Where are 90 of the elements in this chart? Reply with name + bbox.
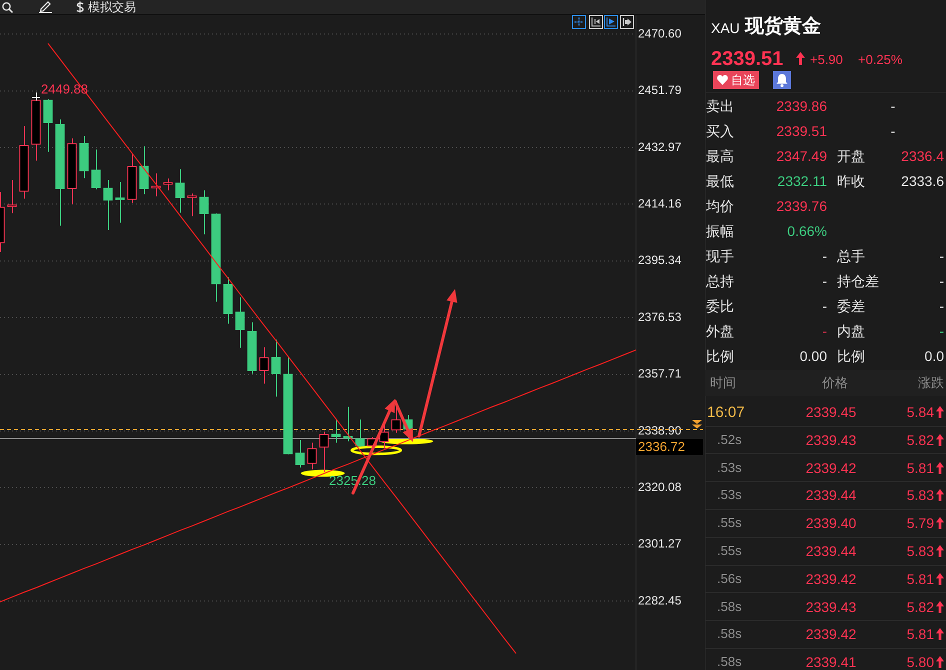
text: 开盘 [837, 147, 865, 165]
text: 均价 [706, 197, 734, 215]
text: 卖出 [706, 97, 734, 115]
text: - [822, 247, 827, 265]
text: 委差 [837, 297, 865, 315]
text: - [822, 297, 827, 315]
text: 模拟交易 [88, 0, 136, 14]
text: .52s [717, 432, 742, 448]
text: 2336.4 [901, 147, 944, 165]
text: +0.25% [858, 52, 902, 68]
y-tick-label: 2414.16 [638, 196, 682, 210]
text: 委比 [706, 297, 734, 315]
text: 2333.6 [901, 172, 944, 190]
text: 2339.43 [806, 598, 856, 616]
text: 2339.42 [806, 625, 856, 644]
text: 5.81 [906, 570, 934, 588]
text: 2339.44 [806, 486, 856, 504]
text: .55s [717, 515, 742, 532]
text: 5.82 [906, 430, 934, 449]
y-tick-label: 2451.79 [638, 83, 682, 98]
text: 5.79 [906, 514, 934, 532]
text: 2332.11 [777, 172, 827, 190]
watchlist-button: 自选 [713, 71, 759, 89]
text: 5.81 [906, 458, 934, 477]
text: 5.80 [906, 653, 934, 670]
text: 现手 [706, 247, 734, 265]
text: - [822, 322, 827, 340]
text: 涨跌 [918, 375, 944, 391]
text: .58s [717, 626, 742, 642]
text: .53s [717, 487, 742, 504]
text: 比例 [837, 347, 865, 365]
text: - [890, 122, 896, 140]
text: 5.83 [906, 542, 934, 560]
text: 总手 [837, 247, 865, 265]
text: - [939, 272, 944, 290]
text: .55s [717, 543, 742, 559]
text: 2339.43 [806, 430, 856, 449]
text: 16:07 [707, 402, 745, 422]
y-tick-label: 2376.53 [638, 310, 682, 324]
text: .58s [717, 598, 742, 615]
text: 0.0 [924, 347, 944, 365]
text: - [822, 272, 827, 290]
y-tick-label: 2432.97 [638, 140, 682, 154]
text: 最高 [706, 147, 734, 165]
text: 2339.51 [711, 46, 784, 72]
text: .58s [717, 654, 742, 670]
text: 0.66% [787, 222, 827, 240]
y-tick-label: 2338.90 [638, 423, 682, 438]
text: - [939, 297, 944, 315]
text: 2339.42 [806, 570, 856, 588]
text: 5.84 [906, 403, 934, 421]
text: 持仓差 [837, 272, 879, 290]
text: 内盘 [837, 322, 865, 340]
y-tick-label: 2357.71 [638, 366, 682, 381]
text: +5.90 [810, 52, 843, 68]
text: 2339.51 [776, 122, 827, 140]
text: 价格 [822, 375, 848, 391]
text: 2339.41 [806, 653, 856, 670]
text: 买入 [706, 122, 734, 140]
text: .53s [717, 460, 742, 476]
text: 振幅 [706, 222, 734, 240]
text: 2339.45 [806, 403, 856, 421]
text: 昨收 [837, 172, 865, 190]
text: 2347.49 [776, 147, 827, 165]
text: 5.83 [906, 486, 934, 504]
text: 比例 [706, 347, 734, 365]
text: 5.82 [906, 598, 934, 616]
text: 2339.76 [776, 197, 827, 215]
text: 2339.42 [806, 458, 856, 477]
text: 总持 [706, 272, 734, 290]
text: - [939, 322, 944, 340]
text: 5.81 [906, 625, 934, 644]
text: 最低 [706, 172, 734, 190]
y-tick-label: 2301.27 [638, 536, 682, 551]
text: XAU [711, 19, 740, 37]
text: 2339.44 [806, 542, 856, 560]
text: 外盘 [706, 322, 734, 340]
y-tick-label: 2320.08 [638, 480, 682, 494]
text: - [890, 97, 896, 115]
text: 2339.40 [806, 514, 856, 532]
text: 0.00 [800, 347, 827, 365]
text: 2339.86 [776, 97, 827, 115]
text: 时间 [710, 375, 736, 391]
ref-line-label: 2336.72 [638, 439, 685, 454]
text: 现货黄金 [745, 15, 821, 39]
y-tick-label: 2470.60 [638, 26, 682, 40]
text: - [939, 247, 944, 265]
y-tick-label: 2282.45 [638, 593, 682, 608]
text: .56s [717, 570, 742, 587]
y-tick-label: 2395.34 [638, 253, 682, 268]
